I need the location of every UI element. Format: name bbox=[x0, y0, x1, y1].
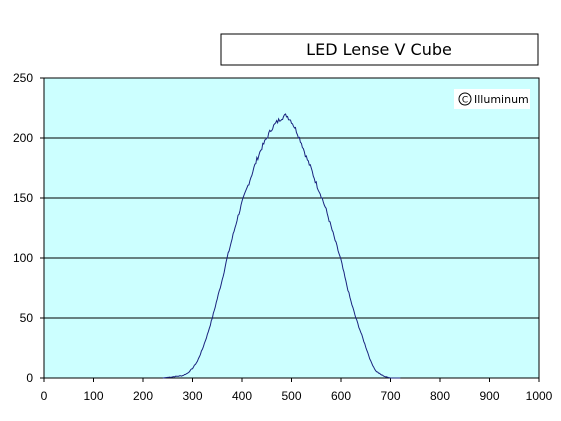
x-tick-label: 800 bbox=[430, 389, 450, 403]
x-tick-label: 100 bbox=[83, 389, 103, 403]
chart-title: LED Lense V Cube bbox=[306, 40, 452, 59]
x-tick-label: 0 bbox=[41, 389, 48, 403]
axis-ticks: 0 50 100 150 200 250 0 100 200 300 400 500 600 700 800… bbox=[13, 71, 553, 403]
x-tick-label: 200 bbox=[133, 389, 153, 403]
grid-lines bbox=[44, 137, 539, 319]
title-box bbox=[220, 33, 539, 66]
x-tick-label: 700 bbox=[380, 389, 400, 403]
x-tick-label: 600 bbox=[331, 389, 351, 403]
watermark-box bbox=[454, 89, 530, 109]
plot-area bbox=[43, 77, 540, 379]
x-tick-label: 500 bbox=[281, 389, 301, 403]
x-tick-label: 400 bbox=[232, 389, 252, 403]
y-tick-label: 50 bbox=[20, 311, 34, 325]
x-tick-label: 300 bbox=[182, 389, 202, 403]
y-tick-label: 250 bbox=[13, 71, 33, 85]
y-tick-label: 0 bbox=[26, 371, 33, 385]
copyright-icon: C bbox=[458, 92, 472, 106]
x-tick-label: 900 bbox=[479, 389, 499, 403]
svg-text:C: C bbox=[462, 96, 468, 106]
y-tick-label: 200 bbox=[13, 131, 33, 145]
x-tick-label: 1000 bbox=[526, 389, 553, 403]
y-tick-label: 150 bbox=[13, 191, 33, 205]
y-tick-label: 100 bbox=[13, 251, 33, 265]
watermark-text: Illuminum bbox=[474, 93, 529, 106]
series-line bbox=[162, 113, 401, 379]
